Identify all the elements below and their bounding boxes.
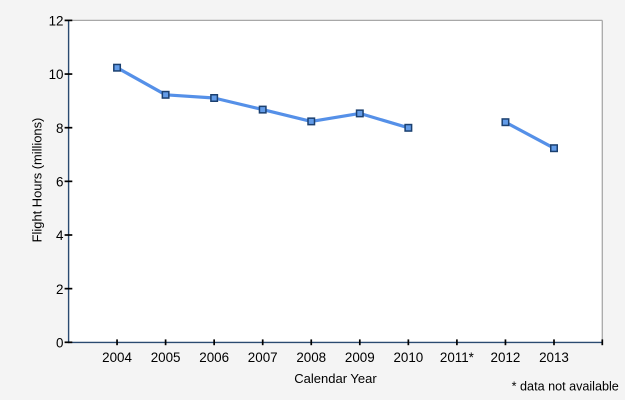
- svg-text:2010: 2010: [393, 350, 423, 365]
- svg-text:2012: 2012: [491, 350, 521, 365]
- svg-text:12: 12: [49, 14, 64, 29]
- svg-text:6: 6: [56, 174, 63, 189]
- svg-text:Calendar Year: Calendar Year: [294, 371, 377, 386]
- svg-text:2005: 2005: [151, 350, 181, 365]
- svg-text:2009: 2009: [345, 350, 375, 365]
- svg-text:* data not available: * data not available: [512, 379, 619, 393]
- svg-text:8: 8: [56, 121, 63, 136]
- svg-text:10: 10: [49, 67, 64, 82]
- svg-text:2004: 2004: [102, 350, 132, 365]
- svg-text:Flight Hours (millions): Flight Hours (millions): [30, 118, 45, 243]
- svg-text:2013: 2013: [539, 350, 569, 365]
- svg-text:2006: 2006: [199, 350, 229, 365]
- svg-text:2: 2: [56, 282, 63, 297]
- svg-text:2008: 2008: [296, 350, 326, 365]
- svg-text:2011*: 2011*: [440, 350, 474, 365]
- svg-text:0: 0: [56, 335, 63, 350]
- svg-text:4: 4: [56, 228, 64, 243]
- svg-text:2007: 2007: [248, 350, 278, 365]
